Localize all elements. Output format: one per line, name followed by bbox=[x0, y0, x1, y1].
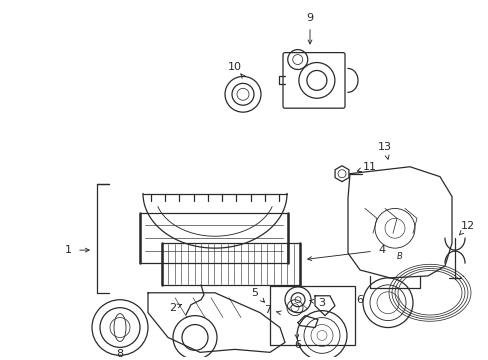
Text: B: B bbox=[396, 252, 402, 261]
Bar bbox=[162, 243, 299, 285]
Text: 4: 4 bbox=[378, 245, 385, 255]
Text: 1: 1 bbox=[64, 245, 71, 255]
Text: 9: 9 bbox=[306, 13, 313, 23]
Text: 5: 5 bbox=[251, 288, 258, 298]
Text: 12: 12 bbox=[460, 221, 474, 231]
Text: 6: 6 bbox=[356, 295, 363, 305]
Text: 2: 2 bbox=[169, 303, 176, 313]
Text: 10: 10 bbox=[227, 63, 242, 72]
Text: 3: 3 bbox=[318, 298, 325, 308]
Text: 6: 6 bbox=[294, 341, 301, 350]
Text: 11: 11 bbox=[362, 162, 376, 172]
Bar bbox=[140, 213, 287, 263]
Bar bbox=[269, 286, 354, 345]
Text: 8: 8 bbox=[116, 349, 123, 359]
Text: 13: 13 bbox=[377, 142, 391, 152]
Text: 7: 7 bbox=[264, 305, 271, 315]
